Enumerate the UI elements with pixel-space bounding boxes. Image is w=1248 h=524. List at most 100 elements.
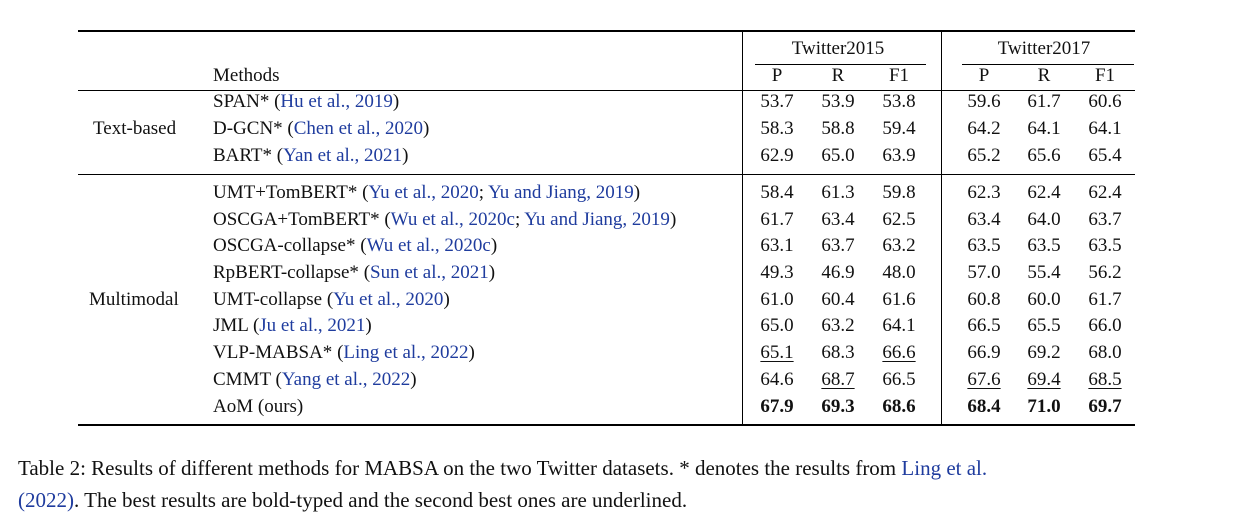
value-cell: 64.6	[760, 369, 794, 390]
value-cell: 65.2	[967, 145, 1001, 166]
method-name: SPAN*	[213, 91, 270, 112]
citation-link[interactable]: Wu et al., 2020c	[366, 235, 491, 256]
value-cell: 46.9	[821, 262, 855, 283]
method-cell: AoM (ours)	[213, 396, 303, 418]
value-cell: 64.2	[967, 118, 1001, 139]
value-cell: 68.5	[1088, 369, 1122, 390]
method-cell: VLP-MABSA* (Ling et al., 2022)	[213, 342, 475, 363]
method-name: CMMT	[213, 369, 271, 390]
column-separator-datasets	[941, 32, 942, 425]
method-name: RpBERT-collapse*	[213, 262, 359, 283]
method-cell: D-GCN* (Chen et al., 2020)	[213, 118, 430, 139]
value-cell: 58.3	[760, 118, 794, 139]
value-cell: 62.5	[882, 209, 916, 230]
top-rule	[78, 30, 1135, 32]
value-cell: 62.3	[967, 182, 1001, 203]
value-cell: 49.3	[760, 262, 794, 283]
section-rule	[78, 174, 1135, 175]
header-metric: R	[1037, 65, 1051, 86]
method-cell: OSCGA+TomBERT* (Wu et al., 2020c; Yu and…	[213, 209, 677, 230]
method-name: AoM (ours)	[213, 396, 304, 417]
section-label: Multimodal	[89, 289, 179, 310]
results-table: Twitter2015 Twitter2017 Methods P R F1 P…	[78, 30, 1135, 426]
method-name: D-GCN*	[213, 118, 283, 139]
value-cell: 62.4	[1027, 182, 1061, 203]
value-cell: 60.0	[1027, 289, 1061, 310]
value-cell: 58.8	[821, 118, 855, 139]
caption-text-end: . The best results are bold-typed and th…	[74, 488, 688, 512]
value-cell: 60.4	[821, 289, 855, 310]
value-cell: 62.4	[1088, 182, 1122, 203]
citation-link[interactable]: Yan et al., 2021	[283, 145, 403, 166]
value-cell: 65.0	[760, 315, 794, 336]
method-name: UMT+TomBERT*	[213, 182, 358, 203]
value-cell: 61.3	[821, 182, 855, 203]
caption-citation-year-link[interactable]: (2022)	[18, 488, 74, 512]
header-metric: P	[978, 65, 990, 86]
method-cell: BART* (Yan et al., 2021)	[213, 145, 409, 166]
value-cell: 63.5	[1027, 235, 1061, 256]
value-cell: 60.8	[967, 289, 1001, 310]
header-metric: F1	[888, 65, 910, 86]
value-cell: 64.1	[1088, 118, 1122, 139]
value-cell: 59.8	[882, 182, 916, 203]
value-cell: 53.9	[821, 91, 855, 112]
method-cell: UMT+TomBERT* (Yu et al., 2020; Yu and Ji…	[213, 182, 641, 203]
value-cell: 63.2	[882, 235, 916, 256]
value-cell: 63.4	[821, 209, 855, 230]
value-cell: 61.7	[760, 209, 794, 230]
value-cell: 59.6	[967, 91, 1001, 112]
value-cell: 53.7	[760, 91, 794, 112]
table-caption: Table 2: Results of different methods fo…	[18, 452, 1230, 516]
citation-link[interactable]: Chen et al., 2020	[293, 118, 424, 139]
value-cell: 61.7	[1088, 289, 1122, 310]
value-cell: 65.0	[821, 145, 855, 166]
header-twitter2015: Twitter2015	[791, 38, 885, 59]
method-name: OSCGA-collapse*	[213, 235, 356, 256]
method-name: OSCGA+TomBERT*	[213, 209, 380, 230]
value-cell: 63.7	[1088, 209, 1122, 230]
citation-link[interactable]: Hu et al., 2019	[280, 91, 393, 112]
citation-link[interactable]: Sun et al., 2021	[370, 262, 489, 283]
method-name: UMT-collapse	[213, 289, 323, 310]
value-cell: 65.4	[1088, 145, 1122, 166]
header-metric: P	[771, 65, 783, 86]
citation-link[interactable]: Yu et al., 2020	[368, 182, 479, 203]
citation-link[interactable]: Yang et al., 2022	[281, 369, 411, 390]
value-cell: 68.7	[821, 369, 855, 390]
caption-text: Table 2: Results of different methods fo…	[18, 456, 902, 480]
value-cell: 68.6	[882, 396, 916, 417]
value-cell: 65.5	[1027, 315, 1061, 336]
citation-link[interactable]: Yu and Jiang, 2019	[524, 209, 670, 230]
value-cell: 65.1	[760, 342, 794, 363]
citation-link[interactable]: Yu and Jiang, 2019	[488, 182, 634, 203]
value-cell: 69.2	[1027, 342, 1061, 363]
value-cell: 57.0	[967, 262, 1001, 283]
group-underline-twitter2015	[755, 64, 926, 65]
method-cell: UMT-collapse (Yu et al., 2020)	[213, 289, 450, 310]
header-methods: Methods	[213, 65, 280, 86]
value-cell: 61.0	[760, 289, 794, 310]
method-cell: JML (Ju et al., 2021)	[213, 315, 372, 336]
value-cell: 58.4	[760, 182, 794, 203]
value-cell: 64.0	[1027, 209, 1061, 230]
value-cell: 66.0	[1088, 315, 1122, 336]
value-cell: 68.4	[967, 396, 1001, 417]
citation-link[interactable]: Ling et al., 2022	[343, 342, 469, 363]
value-cell: 69.4	[1027, 369, 1061, 390]
value-cell: 62.9	[760, 145, 794, 166]
column-separator-methods	[742, 32, 743, 425]
citation-link[interactable]: Yu et al., 2020	[333, 289, 444, 310]
citation-link[interactable]: Ju et al., 2021	[259, 315, 366, 336]
value-cell: 65.6	[1027, 145, 1061, 166]
value-cell: 71.0	[1027, 396, 1061, 417]
value-cell: 63.5	[967, 235, 1001, 256]
bottom-rule	[78, 424, 1135, 426]
caption-citation-link[interactable]: Ling et al.	[901, 456, 988, 480]
value-cell: 66.6	[882, 342, 916, 363]
value-cell: 63.7	[821, 235, 855, 256]
value-cell: 61.6	[882, 289, 916, 310]
value-cell: 55.4	[1027, 262, 1061, 283]
header-twitter2017: Twitter2017	[997, 38, 1091, 59]
citation-link[interactable]: Wu et al., 2020c	[390, 209, 515, 230]
